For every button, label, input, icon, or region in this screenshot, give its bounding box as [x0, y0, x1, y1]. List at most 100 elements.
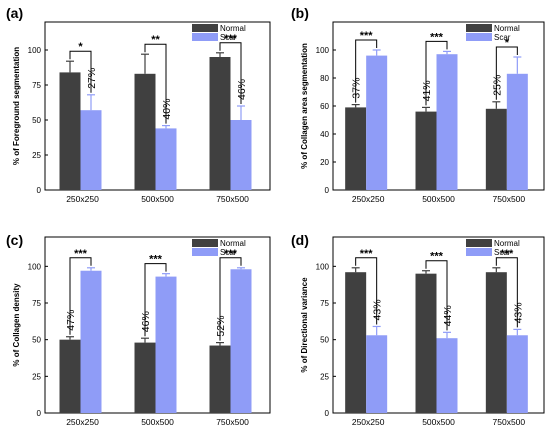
legend-label-scar: Scar [220, 33, 237, 42]
bar-scar [366, 335, 388, 413]
y-axis-label: % of Directional variance [300, 277, 309, 373]
bar-scar [506, 335, 528, 413]
legend-swatch-normal [192, 239, 218, 247]
significance-stars: *** [224, 248, 238, 260]
panel-a: (a) 0 25 50 75 100 % of Foreground segmentatio… [6, 5, 271, 204]
y-axis-label: % of Collagen density [12, 283, 21, 367]
y-tick-label: 100 [316, 46, 330, 55]
x-tick-label: 750x500 [493, 194, 526, 204]
bar-normal [134, 73, 156, 190]
panel-letter: (d) [291, 232, 309, 248]
bar-scar [80, 270, 102, 413]
bar-normal [485, 108, 507, 190]
significance-stars: *** [430, 31, 444, 43]
y-tick-label: 75 [32, 81, 41, 90]
x-tick-label: 500x500 [141, 194, 174, 204]
bar-normal [415, 273, 437, 413]
significance-bracket [219, 42, 242, 104]
legend-swatch-scar [466, 248, 492, 256]
bar-normal [415, 111, 437, 190]
legend-swatch-normal [192, 24, 218, 32]
bar-normal [59, 339, 81, 413]
significance-bracket [144, 43, 167, 124]
percent-change-label: 25% [491, 75, 503, 96]
x-tick-label: 750x500 [216, 194, 249, 204]
bar-scar [436, 338, 458, 413]
bar-scar [366, 55, 388, 190]
legend-swatch-scar [466, 33, 492, 41]
legend-swatch-scar [192, 248, 218, 256]
y-axis-label: % of Collagen area segmentation [300, 43, 309, 169]
percent-change-label: 44% [442, 305, 454, 326]
bar-scar [436, 54, 458, 191]
legend-swatch-normal [466, 24, 492, 32]
percent-change-label: 46% [140, 311, 152, 332]
significance-bracket [355, 257, 378, 325]
panel-b: (b) 0 20 40 60 80 100 % of Collagen area segmen… [291, 5, 545, 204]
significance-bracket [69, 257, 92, 335]
y-tick-label: 20 [320, 158, 329, 167]
y-tick-label: 25 [32, 151, 41, 160]
percent-change-label: 27% [86, 68, 98, 89]
legend-label-normal: Normal [494, 239, 520, 248]
legend-label-scar: Scar [220, 248, 237, 257]
bar-scar [230, 120, 252, 190]
bar-scar [155, 128, 177, 190]
legend-label-scar: Scar [494, 248, 511, 257]
percent-change-label: 46% [236, 79, 248, 100]
significance-stars: *** [149, 254, 163, 266]
bar-normal [485, 272, 507, 413]
panel-d: (d) 0 25 50 75 100 % of Directional variance **… [291, 232, 545, 427]
significance-stars: ** [151, 34, 160, 46]
legend-label-normal: Normal [220, 24, 246, 33]
significance-bracket [355, 39, 378, 103]
significance-bracket [144, 263, 167, 337]
y-tick-label: 100 [316, 262, 330, 271]
y-tick-label: 75 [320, 299, 329, 308]
y-tick-label: 50 [320, 336, 329, 345]
y-tick-label: 80 [320, 74, 329, 83]
y-tick-label: 50 [32, 336, 41, 345]
legend-label-normal: Normal [494, 24, 520, 33]
y-tick-label: 60 [320, 102, 329, 111]
legend-swatch-normal [466, 239, 492, 247]
legend-swatch-scar [192, 33, 218, 41]
significance-stars: *** [360, 30, 374, 42]
y-tick-label: 50 [32, 116, 41, 125]
y-tick-label: 0 [325, 409, 330, 418]
x-tick-label: 250x250 [66, 194, 99, 204]
panel-letter: (c) [6, 232, 23, 248]
y-tick-label: 100 [28, 46, 42, 55]
x-tick-label: 250x250 [352, 194, 385, 204]
legend-label-scar: Scar [494, 33, 511, 42]
significance-bracket [219, 257, 242, 341]
x-tick-label: 750x500 [493, 417, 526, 427]
y-tick-label: 40 [320, 130, 329, 139]
significance-bracket [425, 40, 448, 106]
bar-scar [506, 73, 528, 190]
percent-change-label: 40% [161, 99, 173, 120]
percent-change-label: 52% [215, 316, 227, 337]
y-axis-label: % of Foreground segmentation [12, 47, 21, 165]
x-tick-label: 750x500 [216, 417, 249, 427]
significance-stars: * [78, 41, 83, 53]
panel-c: (c) 0 25 50 75 100 % of Collagen density *** 47%… [6, 232, 271, 427]
y-tick-label: 0 [37, 409, 42, 418]
bar-scar [155, 276, 177, 413]
bar-scar [230, 269, 252, 413]
significance-stars: *** [360, 248, 374, 260]
bar-scar [80, 110, 102, 190]
percent-change-label: 37% [351, 78, 363, 99]
significance-stars: *** [430, 251, 444, 263]
x-tick-label: 250x250 [352, 417, 385, 427]
bar-normal [345, 272, 367, 413]
y-tick-label: 0 [325, 186, 330, 195]
significance-bracket [425, 260, 448, 331]
significance-bracket [69, 50, 92, 93]
significance-stars: *** [500, 248, 514, 260]
y-tick-label: 75 [32, 299, 41, 308]
bar-normal [134, 342, 156, 413]
percent-change-label: 43% [512, 302, 524, 323]
bar-normal [209, 345, 231, 413]
